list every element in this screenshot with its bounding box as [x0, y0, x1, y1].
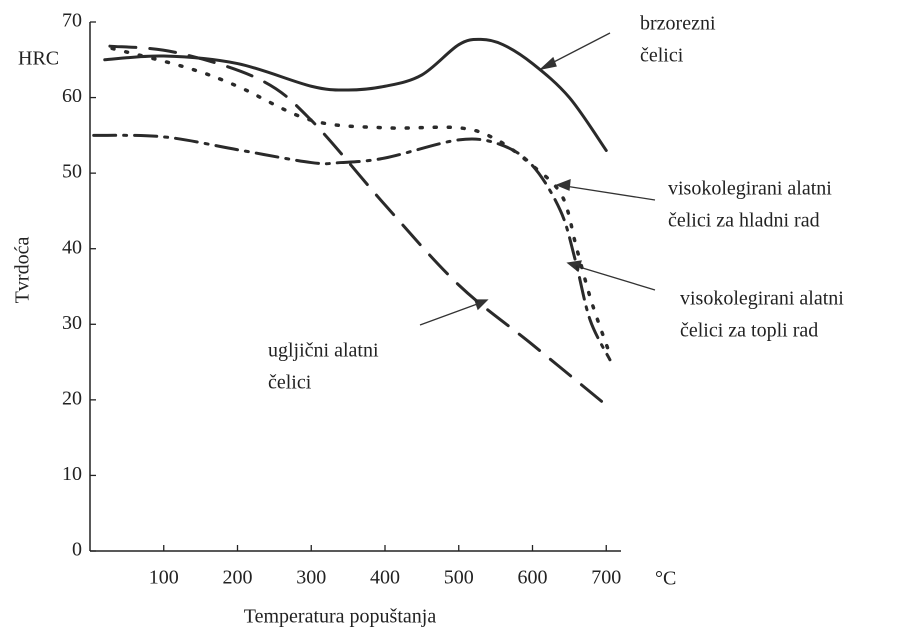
x-tick-label: 200 — [223, 567, 253, 589]
series-line — [103, 37, 608, 152]
y-tick-label: 60 — [62, 85, 82, 107]
series-label: brzorezni — [640, 13, 716, 35]
series-label: čelici — [268, 372, 312, 394]
y-axis-label: Tvrdoća — [12, 237, 34, 304]
y-tick-label: 50 — [62, 161, 82, 183]
x-tick-label: 700 — [591, 567, 621, 589]
y-tick-label: 30 — [62, 312, 82, 334]
x-axis-label: Temperatura popuštanja — [244, 606, 437, 628]
series-label: visokolegirani alatni — [680, 288, 844, 310]
x-tick-label: 600 — [518, 567, 548, 589]
x-tick-label: 100 — [149, 567, 179, 589]
series-label: čelici za topli rad — [680, 320, 818, 342]
x-tick-label: 500 — [444, 567, 474, 589]
x-tick-label: 400 — [370, 567, 400, 589]
series-line — [110, 46, 612, 357]
y-unit: HRC — [18, 48, 59, 70]
series-label: čelici za hladni rad — [668, 210, 820, 232]
y-tick-label: 0 — [72, 539, 82, 561]
arrows — [419, 32, 656, 326]
series-label: visokolegirani alatni — [668, 178, 832, 200]
y-tick-label: 40 — [62, 236, 82, 258]
series-label: ugljični alatni — [268, 340, 379, 362]
y-tick-label: 20 — [62, 387, 82, 409]
series-line — [92, 133, 612, 362]
x-unit: °C — [655, 568, 676, 590]
series-line — [108, 44, 608, 407]
series-label: čelici — [640, 45, 684, 67]
y-tick-label: 70 — [62, 10, 82, 32]
y-tick-label: 10 — [62, 463, 82, 485]
x-tick-label: 300 — [296, 567, 326, 589]
